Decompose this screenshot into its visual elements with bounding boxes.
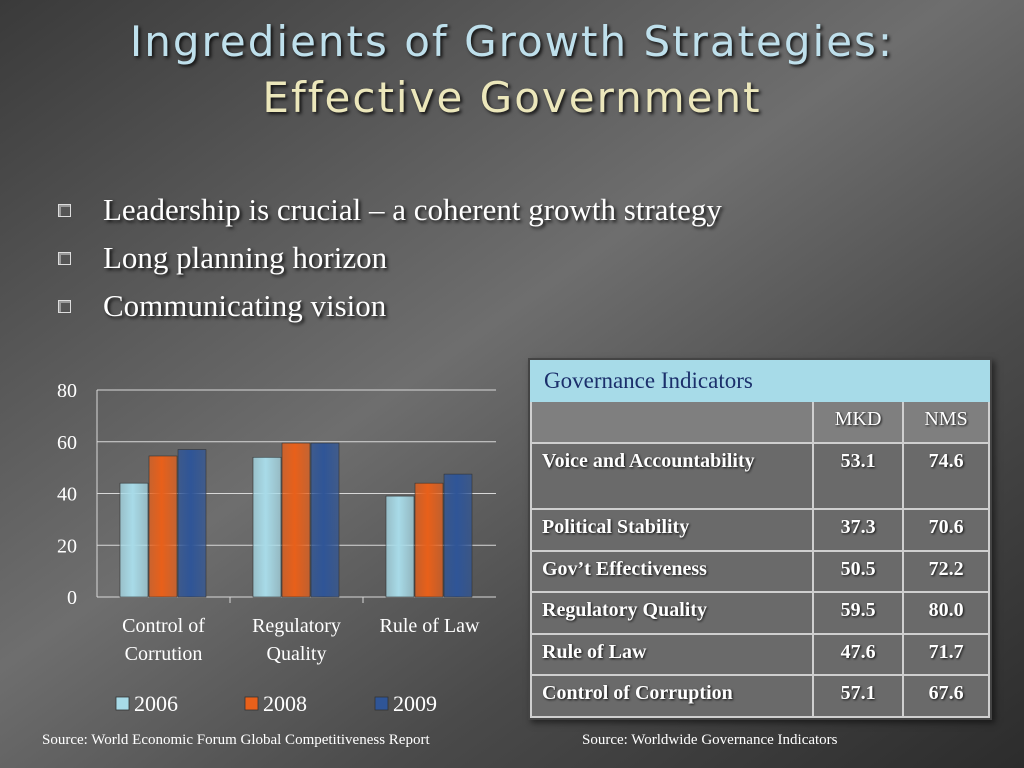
indicator-name: Voice and Accountability — [530, 442, 814, 511]
legend-swatch-2009 — [374, 696, 389, 711]
bar-2009 — [177, 449, 207, 598]
nms-value: 67.6 — [902, 674, 990, 718]
y-tick-label: 40 — [57, 484, 77, 506]
bar-2008 — [281, 442, 311, 598]
mkd-value: 37.3 — [811, 508, 905, 552]
table-corner-cell — [530, 400, 814, 445]
indicator-name: Control of Corruption — [530, 674, 814, 718]
mkd-value: 47.6 — [811, 632, 905, 677]
mkd-value: 59.5 — [811, 591, 905, 635]
bar-2008 — [148, 455, 178, 598]
mkd-value: 53.1 — [811, 442, 905, 511]
nms-value: 71.7 — [902, 632, 990, 677]
bullet-text: Communicating vision — [103, 288, 387, 323]
table-row: Regulatory Quality 59.5 80.0 — [530, 591, 990, 635]
mkd-value: 57.1 — [811, 674, 905, 718]
title-line-1: Ingredients of Growth Strategies: — [129, 17, 895, 66]
x-category-label: Control of — [122, 615, 205, 637]
bullet-item: Long planning horizon — [58, 234, 722, 282]
title-line-2: Effective Government — [262, 73, 762, 122]
bar-2006 — [385, 495, 415, 598]
indicator-name: Regulatory Quality — [530, 591, 814, 635]
bullet-text: Long planning horizon — [103, 240, 388, 275]
indicator-name: Rule of Law — [530, 632, 814, 677]
source-right: Source: Worldwide Governance Indicators — [582, 732, 838, 748]
legend-label: 2009 — [393, 691, 437, 716]
bar-2006 — [252, 456, 282, 598]
indicator-name: Political Stability — [530, 508, 814, 552]
source-left: Source: World Economic Forum Global Comp… — [42, 732, 430, 748]
column-header-mkd: MKD — [811, 400, 905, 445]
table-row: Rule of Law 47.6 71.7 — [530, 632, 990, 677]
governance-table: Governance Indicators MKD NMS Voice and … — [528, 358, 992, 720]
nms-value: 74.6 — [902, 442, 990, 511]
legend-label: 2006 — [134, 691, 178, 716]
table-row: Gov’t Effectiveness 50.5 72.2 — [530, 549, 990, 594]
bullet-list: Leadership is crucial – a coherent growt… — [58, 186, 722, 330]
bullet-square-icon — [58, 299, 71, 313]
bar-2008 — [414, 482, 444, 598]
table-row: Voice and Accountability 53.1 74.6 — [530, 442, 990, 511]
x-category-label: Rule of Law — [380, 615, 481, 637]
x-category-label: Quality — [267, 643, 327, 665]
bar-2009 — [310, 442, 340, 598]
nms-value: 72.2 — [902, 549, 990, 594]
y-tick-label: 20 — [57, 535, 77, 557]
slide-title: Ingredients of Growth Strategies: Effect… — [0, 14, 1024, 126]
table-row: Control of Corruption 57.1 67.6 — [530, 674, 990, 718]
bar-2006 — [119, 482, 149, 598]
bullet-item: Leadership is crucial – a coherent growt… — [58, 186, 722, 234]
y-tick-label: 0 — [67, 587, 77, 609]
nms-value: 80.0 — [902, 591, 990, 635]
bullet-item: Communicating vision — [58, 282, 722, 330]
table-title: Governance Indicators — [530, 359, 990, 403]
x-category-label: Regulatory — [252, 615, 341, 637]
bullet-text: Leadership is crucial – a coherent growt… — [103, 192, 722, 227]
nms-value: 70.6 — [902, 508, 990, 552]
y-tick-label: 80 — [57, 380, 77, 402]
bullet-square-icon — [58, 251, 71, 265]
table-row: Political Stability 37.3 70.6 — [530, 508, 990, 552]
legend-swatch-2008 — [244, 696, 259, 711]
bullet-square-icon — [58, 203, 71, 217]
x-category-label: Corrution — [125, 643, 203, 665]
legend-swatch-2006 — [115, 696, 130, 711]
legend-label: 2008 — [263, 691, 307, 716]
y-tick-label: 60 — [57, 432, 77, 454]
indicator-name: Gov’t Effectiveness — [530, 549, 814, 594]
mkd-value: 50.5 — [811, 549, 905, 594]
bar-2009 — [443, 473, 473, 598]
bar-chart: 0 20 40 60 80 Control of Corrution Regulatory Qu… — [57, 380, 496, 716]
column-header-nms: NMS — [902, 400, 990, 445]
